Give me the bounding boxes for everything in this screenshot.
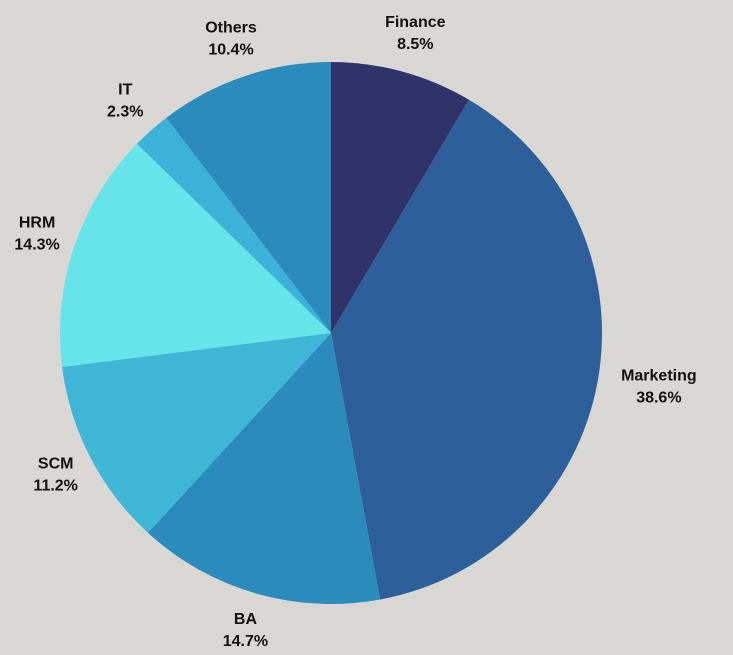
slice-label: Finance (385, 14, 446, 31)
slice-label: IT (118, 81, 132, 98)
slice-label: BA (234, 611, 258, 628)
slice-label: HRM (19, 215, 55, 232)
pie-slice (62, 333, 332, 533)
slice-value-label: 14.7% (223, 633, 268, 650)
slice-value-label: 8.5% (397, 36, 433, 53)
slice-value-label: 14.3% (14, 237, 59, 254)
slice-label: Marketing (621, 367, 697, 384)
slice-label: SCM (38, 456, 74, 473)
slice-value-label: 38.6% (636, 389, 681, 406)
pie-slice (166, 62, 331, 333)
pie-slice (147, 333, 381, 604)
pie-slice (331, 99, 602, 600)
slice-label: Others (205, 20, 257, 37)
pie-slice (331, 62, 469, 333)
slice-value-label: 2.3% (107, 103, 143, 120)
slice-value-label: 11.2% (33, 478, 77, 495)
slice-value-label: 10.4% (208, 42, 253, 59)
pie-slice (136, 117, 331, 333)
pie-slice (59, 143, 331, 367)
